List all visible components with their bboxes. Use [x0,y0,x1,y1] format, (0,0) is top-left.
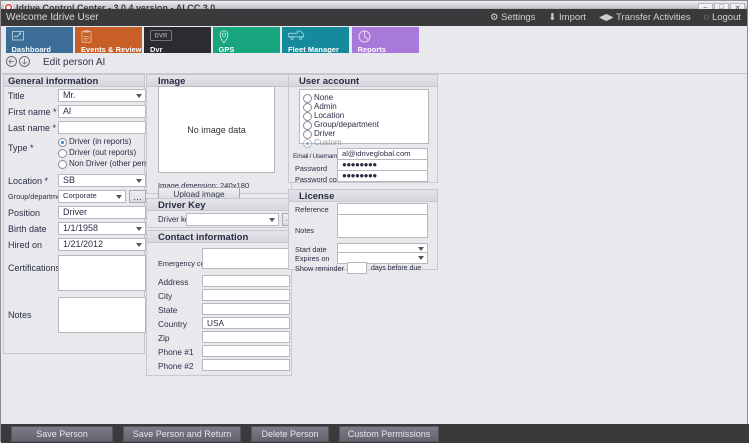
svg-text:DVR: DVR [155,34,169,40]
